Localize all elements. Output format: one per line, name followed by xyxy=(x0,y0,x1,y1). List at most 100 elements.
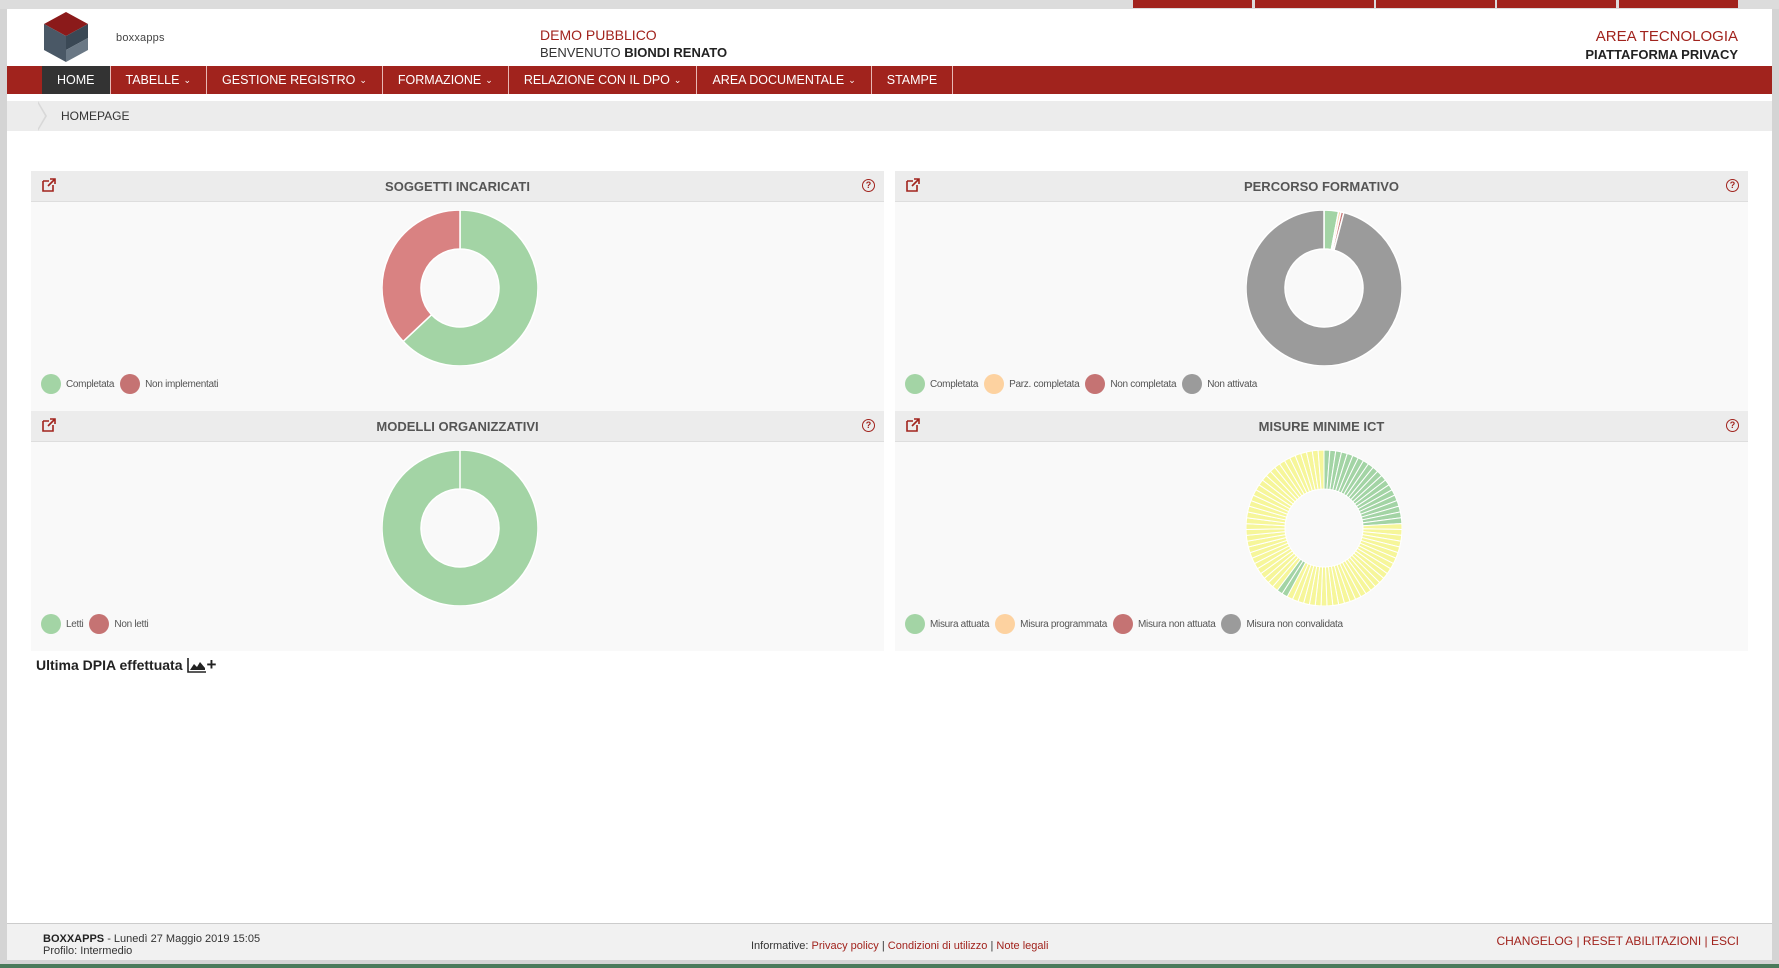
breadcrumb-current[interactable]: HOMEPAGE xyxy=(61,109,130,123)
legend-item[interactable]: Misura non attuata xyxy=(1113,614,1216,634)
nav-formazione[interactable]: FORMAZIONE ⌄ xyxy=(383,66,509,94)
chevron-down-icon: ⌄ xyxy=(183,75,192,85)
legend-swatch xyxy=(41,614,61,634)
donut-chart xyxy=(382,450,538,606)
external-link-icon[interactable] xyxy=(905,177,921,193)
slice-non-implementati[interactable] xyxy=(382,210,461,343)
top-strip xyxy=(0,0,1779,9)
panel-header: PERCORSO FORMATIVO ? xyxy=(895,171,1748,202)
external-link-icon[interactable] xyxy=(41,417,57,433)
top-tab[interactable] xyxy=(1133,0,1252,8)
legend-swatch xyxy=(905,614,925,634)
platform-title: PIATTAFORMA PRIVACY xyxy=(1585,47,1738,62)
top-tab[interactable] xyxy=(1497,0,1616,8)
footer-profile: Profilo: Intermedio xyxy=(43,945,133,957)
slice-misura-programmata[interactable] xyxy=(1317,450,1325,490)
legend-label: Misura non convalidata xyxy=(1246,618,1343,630)
panel-header: SOGGETTI INCARICATI ? xyxy=(31,171,884,202)
external-link-icon[interactable] xyxy=(41,177,57,193)
legend-swatch xyxy=(89,614,110,634)
logo-cube-icon xyxy=(44,12,88,62)
breadcrumb: HOMEPAGE xyxy=(7,101,1772,131)
nav-gestione-registro[interactable]: GESTIONE REGISTRO ⌄ xyxy=(207,66,383,94)
legend-item[interactable]: Non letti xyxy=(89,614,149,634)
nav-area-documentale[interactable]: AREA DOCUMENTALE ⌄ xyxy=(697,66,872,94)
legend-swatch xyxy=(905,374,925,394)
legend-label: Non letti xyxy=(114,618,149,630)
external-link-icon[interactable] xyxy=(905,417,921,433)
welcome-prefix: BENVENUTO xyxy=(540,45,621,60)
legend-item[interactable]: Misura attuata xyxy=(905,614,989,634)
footer-right: CHANGELOG | RESET ABILITAZIONI | ESCI xyxy=(1496,934,1739,948)
panel-title: MODELLI ORGANIZZATIVI xyxy=(376,419,539,434)
help-icon[interactable]: ? xyxy=(862,419,875,432)
legend-item[interactable]: Non implementati xyxy=(120,374,218,394)
top-tab[interactable] xyxy=(1619,0,1738,8)
legend-label: Non completata xyxy=(1110,378,1177,390)
dpia-label: Ultima DPIA effettuata xyxy=(36,657,183,673)
help-icon[interactable]: ? xyxy=(862,179,875,192)
chevron-down-icon: ⌄ xyxy=(485,75,493,85)
panel-modelli-organizzativi: MODELLI ORGANIZZATIVI ? Letti Non letti xyxy=(31,411,884,651)
donut-chart xyxy=(1246,210,1402,366)
legend-item[interactable]: Misura programmata xyxy=(995,614,1107,634)
slice-completata[interactable] xyxy=(402,210,538,366)
footer-left: BOXXAPPS - Lunedì 27 Maggio 2019 15:05 P… xyxy=(43,933,260,957)
legend-item[interactable]: Completata xyxy=(905,374,978,394)
terms-link[interactable]: Condizioni di utilizzo xyxy=(887,940,988,952)
breadcrumb-arrow-icon xyxy=(37,101,47,131)
legend-label: Non attivata xyxy=(1207,378,1257,390)
panel-header: MISURE MINIME ICT ? xyxy=(895,411,1748,442)
add-dpia-icon[interactable]: + xyxy=(206,655,217,674)
legend-item[interactable]: Misura non convalidata xyxy=(1221,614,1343,634)
privacy-policy-link[interactable]: Privacy policy xyxy=(811,940,879,952)
nav-tabelle[interactable]: TABELLE ⌄ xyxy=(111,66,208,94)
legend-swatch xyxy=(1113,614,1134,634)
top-tab[interactable] xyxy=(1376,0,1495,8)
nav-label: FORMAZIONE xyxy=(397,73,482,87)
nav-label: STAMPE xyxy=(886,73,938,87)
dpia-section: Ultima DPIA effettuata + xyxy=(36,655,217,674)
legend-swatch xyxy=(1221,614,1242,634)
nav-label: TABELLE xyxy=(125,73,180,87)
legend-item[interactable]: Non completata xyxy=(1085,374,1177,394)
legend-item[interactable]: Parz. completata xyxy=(984,374,1080,394)
welcome-line: BENVENUTO BIONDI RENATO xyxy=(540,45,727,60)
area-chart-icon[interactable] xyxy=(186,657,207,673)
user-name: BIONDI RENATO xyxy=(624,45,728,60)
legend-item[interactable]: Letti xyxy=(41,614,84,634)
chart-legend: Misura attuata Misura programmata Misura… xyxy=(905,614,1349,634)
legend-swatch xyxy=(984,374,1005,394)
legal-notes-link[interactable]: Note legali xyxy=(996,940,1049,952)
nav-label: RELAZIONE CON IL DPO xyxy=(523,73,670,87)
help-icon[interactable]: ? xyxy=(1726,179,1739,192)
footer-brand: BOXXAPPS xyxy=(43,933,105,945)
footer: BOXXAPPS - Lunedì 27 Maggio 2019 15:05 P… xyxy=(7,923,1772,960)
nav-home[interactable]: HOME xyxy=(42,66,111,94)
exit-link[interactable]: ESCI xyxy=(1710,934,1739,948)
chart-legend: Completata Non implementati xyxy=(41,374,224,394)
reset-abilitazioni-link[interactable]: RESET ABILITAZIONI xyxy=(1582,934,1702,948)
panel-percorso-formativo: PERCORSO FORMATIVO ? Completata Parz. co… xyxy=(895,171,1748,411)
slice-non-attivata[interactable] xyxy=(1246,210,1402,366)
top-tab[interactable] xyxy=(1255,0,1374,8)
legend-swatch xyxy=(995,614,1016,634)
footer-informative: Informative: Privacy policy | Condizioni… xyxy=(751,940,1049,952)
nav-relazione-dpo[interactable]: RELAZIONE CON IL DPO ⌄ xyxy=(509,66,698,94)
legend-item[interactable]: Completata xyxy=(41,374,114,394)
panel-title: PERCORSO FORMATIVO xyxy=(1243,179,1400,194)
area-title: AREA TECNOLOGIA xyxy=(1595,28,1738,45)
help-icon[interactable]: ? xyxy=(1726,419,1739,432)
legend-label: Misura non attuata xyxy=(1138,618,1216,630)
legend-item[interactable]: Non attivata xyxy=(1182,374,1257,394)
slice-letti[interactable] xyxy=(382,450,538,606)
panel-title: SOGGETTI INCARICATI xyxy=(385,179,530,194)
logo[interactable]: boxxapps xyxy=(42,10,165,70)
panel-misure-minime-ict: MISURE MINIME ICT ? Misura attuata Misur… xyxy=(895,411,1748,651)
legend-label: Non implementati xyxy=(145,378,219,390)
legend-label: Completata xyxy=(930,378,979,390)
header-center: DEMO PUBBLICO BENVENUTO BIONDI RENATO xyxy=(540,27,727,60)
changelog-link[interactable]: CHANGELOG xyxy=(1496,934,1574,948)
nav-stampe[interactable]: STAMPE xyxy=(872,66,954,94)
chevron-down-icon: ⌄ xyxy=(359,75,367,85)
